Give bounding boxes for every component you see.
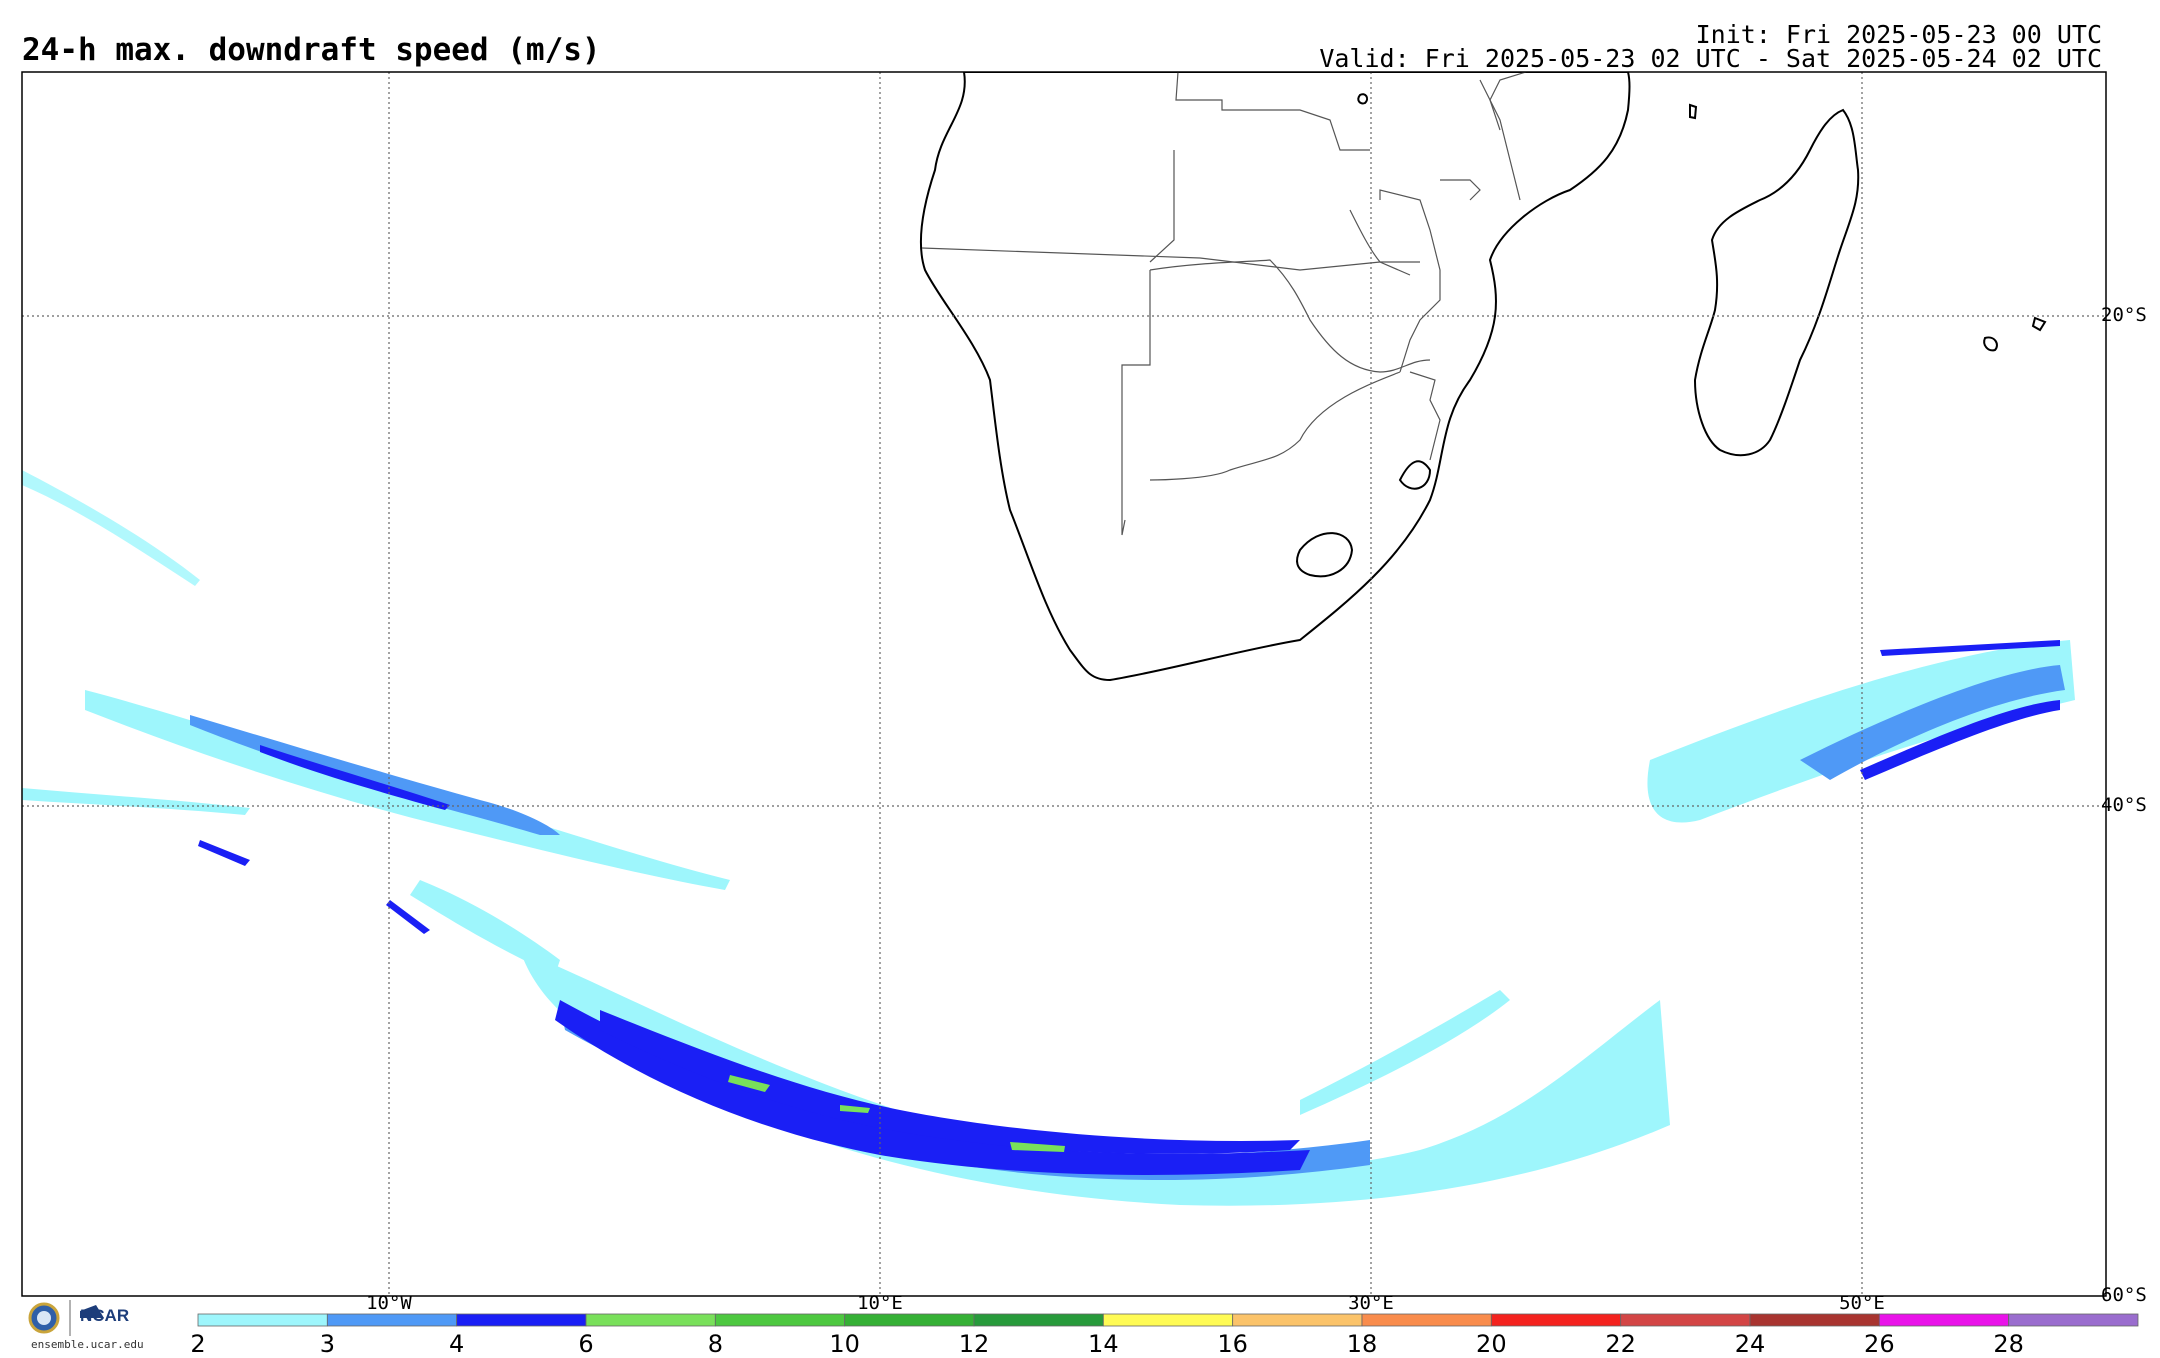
logo-url: ensemble.ucar.edu (31, 1338, 144, 1351)
colorbar-swatch (1102, 1313, 1234, 1327)
colorbar-swatch (1490, 1313, 1622, 1327)
colorbar-tick-label: 28 (1993, 1330, 2024, 1358)
colorbar-swatch (326, 1313, 458, 1327)
lon-label-10w: 10°W (366, 1292, 412, 1314)
lon-label-30e: 30°E (1348, 1292, 1394, 1314)
downdraft-band-northwest (22, 470, 730, 934)
country-borders (921, 72, 1527, 536)
colorbar-swatch (1749, 1313, 1880, 1327)
colorbar-tick-label: 26 (1864, 1330, 1895, 1358)
lon-label-50e: 50°E (1839, 1292, 1885, 1314)
map-frame (21, 71, 2107, 1297)
valid-time: Valid: Fri 2025-05-23 02 UTC - Sat 2025-… (1319, 44, 2102, 73)
colorbar-swatch (973, 1313, 1104, 1327)
colorbar-tick-label: 6 (578, 1330, 594, 1358)
colorbar-swatch (456, 1313, 587, 1327)
colorbar-tick-label: 3 (319, 1330, 335, 1358)
gridlines (22, 72, 2106, 1296)
downdraft-band-south (410, 880, 1670, 1206)
colorbar-tick-label: 2 (190, 1330, 206, 1358)
colorbar-swatch (1361, 1313, 1492, 1327)
colorbar-swatch (714, 1313, 846, 1327)
lon-label-10e: 10°E (857, 1292, 903, 1314)
colorbar (197, 1313, 2139, 1327)
colorbar-swatch (1232, 1313, 1363, 1327)
colorbar-tick-label: 8 (707, 1330, 723, 1358)
downdraft-band-east (1647, 640, 2075, 823)
colorbar-swatch (1620, 1313, 1751, 1327)
lat-label-20s: 20°S (2101, 304, 2147, 326)
nsf-logo-icon (28, 1302, 60, 1334)
africa-coastline (919, 72, 1631, 682)
colorbar-tick-label: 4 (449, 1330, 465, 1358)
map-area (22, 72, 2106, 1296)
ncar-logo-icon (80, 1305, 104, 1318)
colorbar-tick-label: 20 (1476, 1330, 1507, 1358)
colorbar-tick-label: 10 (829, 1330, 860, 1358)
ncar-logo-text: NCAR (80, 1306, 130, 1325)
colorbar-swatch (1878, 1313, 2010, 1327)
colorbar-tick-label: 22 (1605, 1330, 1636, 1358)
colorbar-swatch (844, 1313, 975, 1327)
colorbar-tick-label: 12 (958, 1330, 990, 1358)
colorbar-tick-label: 14 (1088, 1330, 1119, 1358)
colorbar-swatch (197, 1313, 328, 1327)
lakes-and-islands (1296, 93, 2047, 578)
map-title: 24-h max. downdraft speed (m/s) (22, 32, 601, 68)
colorbar-tick-label: 24 (1734, 1330, 1766, 1358)
lat-label-60s: 60°S (2101, 1284, 2147, 1306)
init-time: Init: Fri 2025-05-23 00 UTC (1695, 20, 2102, 49)
colorbar-swatch (2008, 1313, 2139, 1327)
colorbar-swatch (585, 1313, 716, 1327)
colorbar-tick-label: 16 (1217, 1330, 1248, 1358)
lat-label-40s: 40°S (2101, 794, 2147, 816)
colorbar-tick-label: 18 (1346, 1330, 1378, 1358)
